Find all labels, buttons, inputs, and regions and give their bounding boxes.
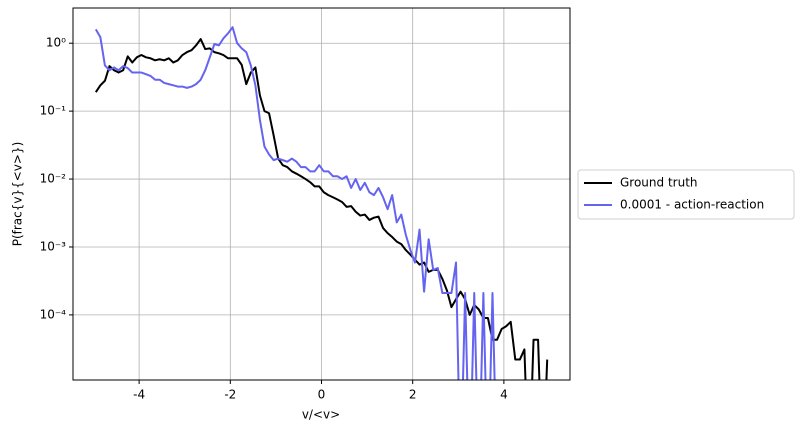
x-tick-label: -2 xyxy=(224,388,236,402)
y-tick-label: 10⁰ xyxy=(46,36,66,50)
x-tick-label: 0 xyxy=(318,388,326,402)
series-line xyxy=(94,26,496,380)
y-tick-label: 10⁻¹ xyxy=(40,104,67,118)
legend-label: 0.0001 - action-reaction xyxy=(620,198,764,212)
x-tick-label: 4 xyxy=(500,388,508,402)
series-line xyxy=(94,38,549,380)
x-tick-label: -4 xyxy=(133,388,145,402)
legend-box xyxy=(577,169,795,220)
y-tick-label: 10⁻⁴ xyxy=(40,307,67,321)
x-axis-label: v/<v> xyxy=(302,408,340,422)
plot-area xyxy=(94,26,549,380)
plot-frame xyxy=(72,7,571,381)
y-tick-label: 10⁻² xyxy=(40,172,67,186)
y-tick-label: 10⁻³ xyxy=(40,239,67,253)
legend-label: Ground truth xyxy=(620,176,698,190)
y-axis-label: P(frac{v}{<v>}) xyxy=(11,142,25,247)
x-tick-label: 2 xyxy=(409,388,417,402)
